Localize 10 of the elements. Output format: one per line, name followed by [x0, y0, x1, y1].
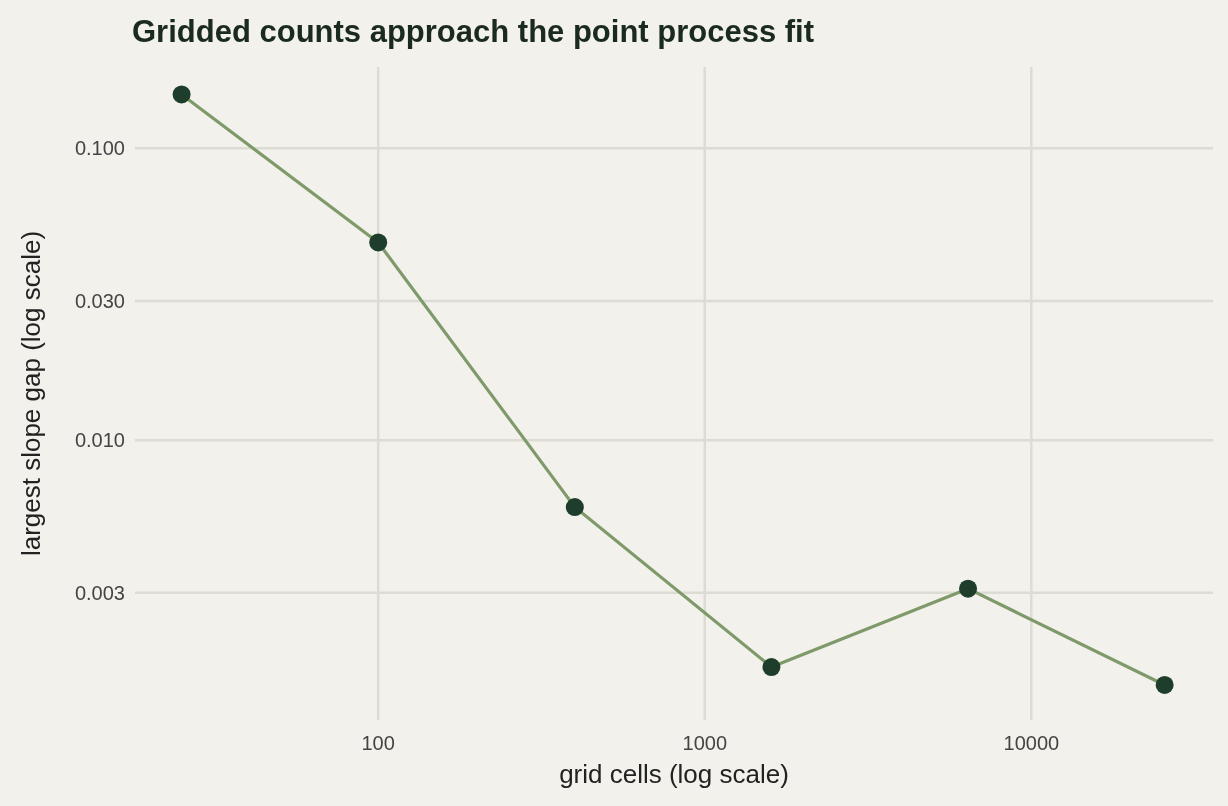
chart-title: Gridded counts approach the point process fit: [132, 14, 815, 49]
x-tick-label: 1000: [682, 732, 728, 754]
x-axis-title: grid cells (log scale): [559, 759, 789, 789]
x-tick-label: 100: [361, 732, 395, 754]
y-tick-label: 0.100: [74, 137, 125, 160]
x-tick-label: 10000: [1003, 732, 1060, 754]
y-axis-title: largest slope gap (log scale): [16, 230, 46, 557]
y-tick-label: 0.030: [74, 289, 125, 312]
y-tick-label: 0.010: [74, 429, 125, 452]
y-tick-label: 0.003: [74, 581, 125, 604]
